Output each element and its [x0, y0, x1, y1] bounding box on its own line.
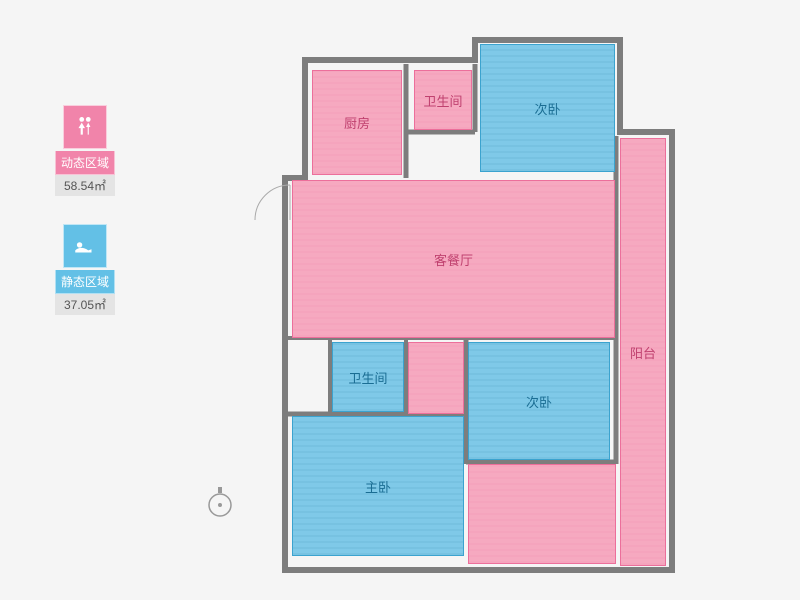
room-bedroom2b: 次卧 [468, 342, 610, 460]
room-label: 卫生间 [348, 368, 387, 387]
room-kitchen: 厨房 [312, 70, 402, 175]
room-label: 客餐厅 [434, 250, 473, 269]
room-bath2: 卫生间 [332, 342, 404, 412]
floorplan: 厨房 卫生间 次卧 客餐厅 阳台 卫生间 次卧 主卧 [270, 30, 750, 575]
room-hall-ext [468, 464, 616, 564]
room-label: 主卧 [365, 477, 391, 496]
legend-dynamic-value: 58.54㎡ [55, 175, 115, 196]
room-corridor [408, 342, 464, 414]
room-label: 卫生间 [423, 91, 462, 110]
room-label: 次卧 [526, 392, 552, 411]
room-bedroom2a: 次卧 [480, 44, 615, 172]
legend-dynamic: 动态区域 58.54㎡ [55, 105, 115, 196]
compass-icon [205, 485, 235, 515]
sleep-icon [63, 224, 107, 268]
legend: 动态区域 58.54㎡ 静态区域 37.05㎡ [55, 105, 115, 343]
room-balcony: 阳台 [620, 138, 666, 566]
people-icon [63, 105, 107, 149]
room-living: 客餐厅 [292, 180, 615, 338]
room-label: 阳台 [630, 343, 656, 362]
room-master: 主卧 [292, 416, 464, 556]
legend-dynamic-label: 动态区域 [55, 151, 115, 175]
room-label: 厨房 [344, 113, 370, 132]
legend-static-value: 37.05㎡ [55, 294, 115, 315]
legend-static: 静态区域 37.05㎡ [55, 224, 115, 315]
room-label: 次卧 [534, 99, 560, 118]
legend-static-label: 静态区域 [55, 270, 115, 294]
room-bath1: 卫生间 [414, 70, 472, 130]
